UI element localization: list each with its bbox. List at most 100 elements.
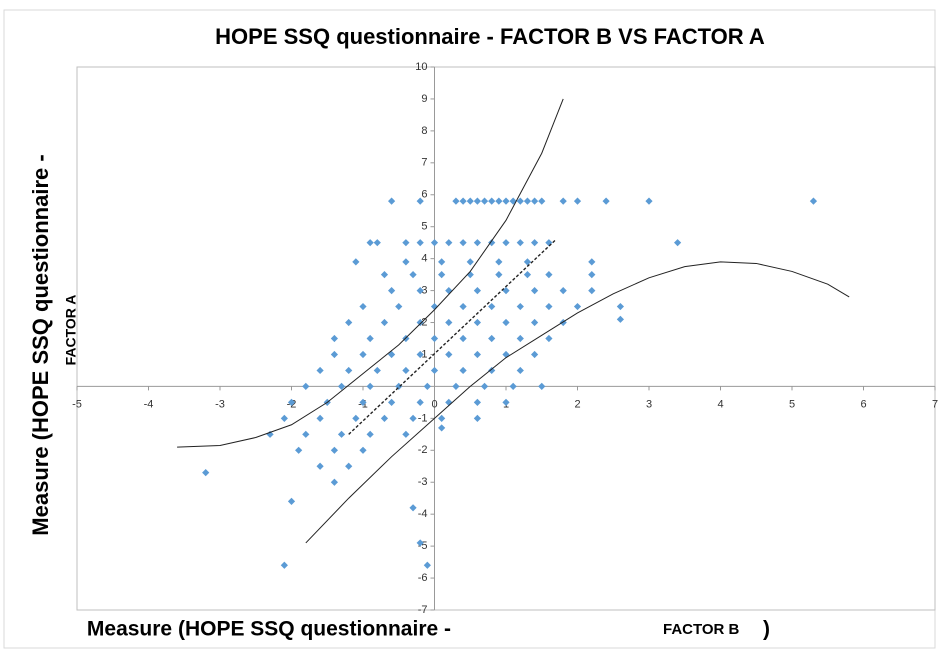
x-axis-label: ) (763, 618, 770, 641)
point (538, 382, 546, 391)
chart-frame (3, 9, 936, 649)
point (280, 414, 288, 422)
point (416, 239, 424, 247)
point (488, 302, 496, 311)
y-tick-label: 1 (421, 348, 427, 360)
point (523, 258, 532, 266)
point (416, 286, 424, 295)
point (516, 197, 524, 205)
point (502, 239, 510, 247)
point (545, 334, 553, 343)
x-tick-label: -3 (215, 398, 225, 410)
point (430, 239, 439, 247)
point (330, 446, 338, 454)
point (588, 271, 596, 279)
y-tick-label: 3 (421, 284, 427, 296)
x-tick-label: 3 (646, 398, 652, 410)
point (488, 239, 496, 247)
point (502, 197, 510, 205)
point (523, 271, 532, 279)
point (495, 271, 503, 279)
x-tick-label: 6 (860, 398, 866, 410)
point (402, 239, 410, 247)
point (416, 197, 424, 205)
plot-frame (76, 66, 936, 611)
point (588, 258, 596, 266)
point (337, 430, 346, 438)
point (373, 239, 381, 247)
point (438, 414, 446, 422)
point (445, 318, 453, 327)
point (380, 414, 389, 422)
point (345, 318, 353, 327)
point (438, 424, 446, 432)
point (466, 258, 474, 266)
x-tick-label: 7 (932, 398, 938, 410)
point (473, 197, 481, 205)
y-tick-label: 10 (415, 61, 427, 73)
point (452, 382, 460, 391)
point (531, 239, 539, 247)
x-tick-label: 0 (431, 398, 437, 410)
point (373, 366, 381, 375)
point (480, 382, 489, 391)
point (438, 271, 446, 279)
y-tick-label: 4 (421, 253, 427, 265)
point (337, 382, 346, 391)
point (809, 197, 818, 205)
point (573, 302, 582, 311)
point (202, 469, 210, 477)
point (473, 286, 481, 295)
point (538, 197, 546, 205)
point (402, 430, 410, 438)
point (473, 318, 481, 327)
point (416, 350, 424, 359)
point (302, 382, 310, 391)
y-tick-label: 9 (421, 93, 427, 105)
point (359, 350, 367, 359)
point (616, 302, 624, 311)
point (674, 239, 682, 247)
y-tick-label: 8 (421, 125, 427, 137)
point (423, 561, 431, 569)
point (388, 197, 396, 205)
y-tick-label: 2 (421, 316, 427, 328)
point (359, 446, 367, 454)
point (459, 239, 467, 247)
point (459, 334, 467, 343)
y-tick-label: -7 (418, 604, 428, 616)
point (402, 366, 410, 375)
point (502, 398, 510, 406)
point (438, 258, 446, 266)
x-tick-label: 5 (789, 398, 795, 410)
x-tick-label: 2 (574, 398, 580, 410)
point (459, 197, 467, 205)
y-tick-label: 6 (421, 189, 427, 201)
point (366, 239, 374, 247)
x-axis-label: Measure (HOPE SSQ questionnaire - (87, 618, 451, 641)
point (473, 414, 481, 422)
point (488, 197, 496, 205)
y-tick-label: -2 (418, 444, 428, 456)
x-tick-label: -5 (72, 398, 82, 410)
point (516, 366, 524, 375)
point (402, 258, 410, 266)
point (380, 271, 389, 279)
point (395, 302, 403, 311)
point (502, 318, 510, 327)
point (488, 366, 496, 375)
y-tick-label: -6 (418, 572, 428, 584)
y-axis-label: Measure (HOPE SSQ questionnaire - (28, 154, 53, 535)
point (287, 398, 296, 406)
point (409, 271, 417, 279)
point (295, 446, 303, 454)
point (388, 286, 396, 295)
point (573, 197, 582, 205)
point (616, 315, 624, 323)
y-axis-label: FACTOR A (63, 295, 79, 366)
point (345, 366, 353, 375)
point (445, 398, 453, 406)
x-tick-label: 4 (717, 398, 723, 410)
point (430, 366, 439, 375)
